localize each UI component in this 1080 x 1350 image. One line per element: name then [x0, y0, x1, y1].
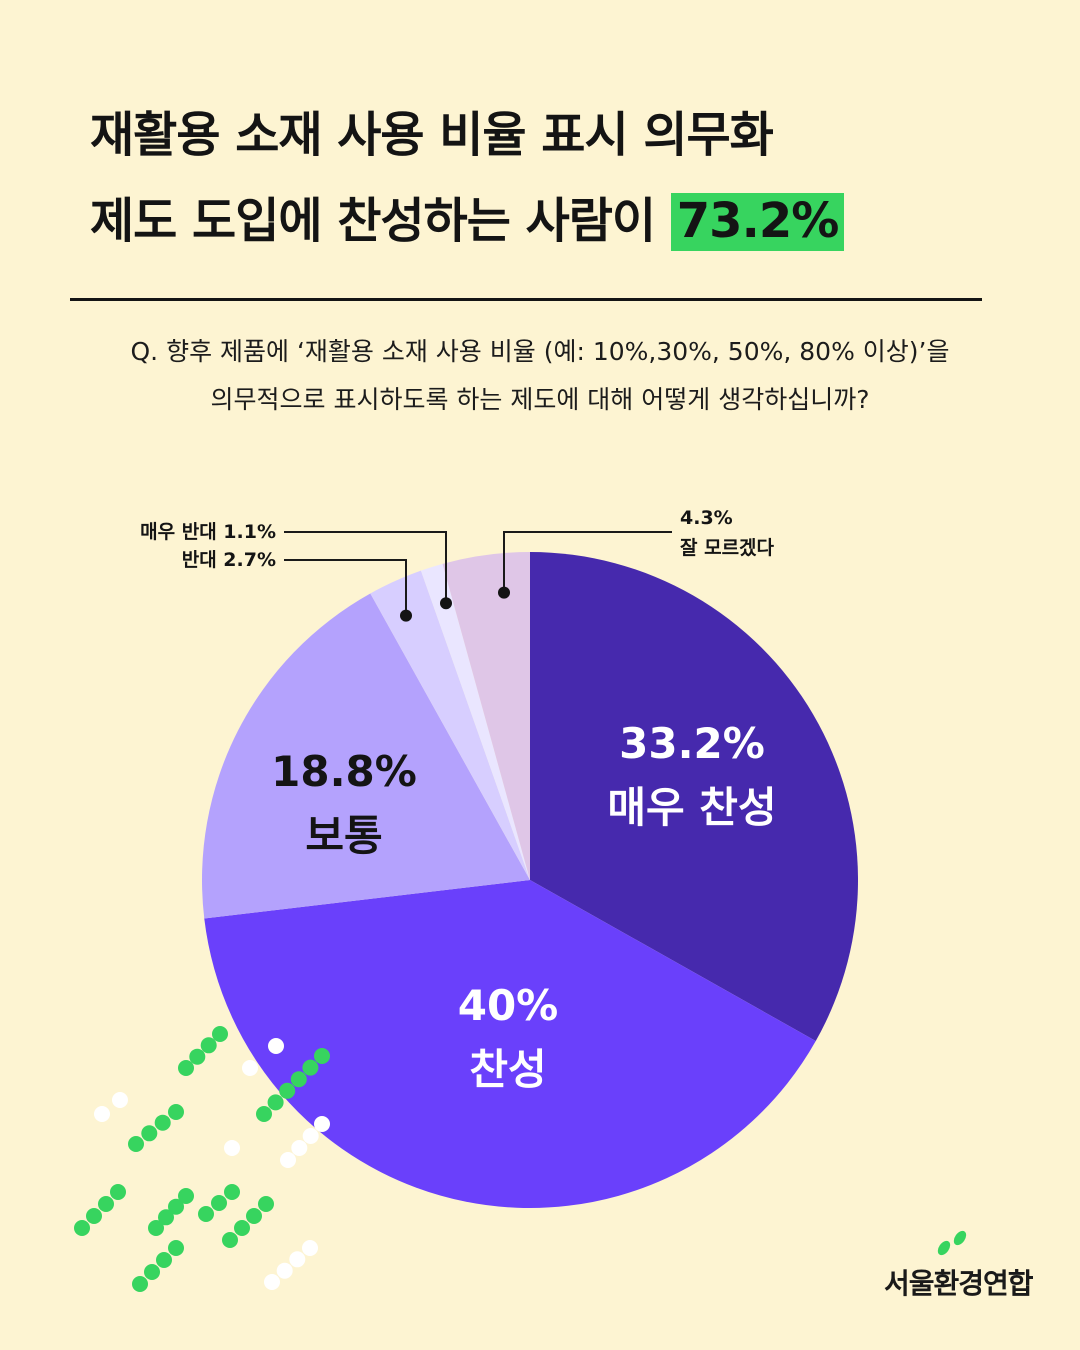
question-line-2: 의무적으로 표시하도록 하는 제도에 대해 어떻게 생각하십니까? — [210, 385, 870, 414]
survey-question: Q. 향후 제품에 ‘재활용 소재 사용 비율 (예: 10%,30%, 50%… — [20, 328, 1060, 424]
logo-text: 서울환경연합 — [884, 1267, 1034, 1300]
decor-dot — [168, 1240, 184, 1256]
pie-slice-3 — [370, 570, 530, 880]
pie-slice-2 — [202, 593, 530, 919]
divider — [70, 298, 982, 301]
decor-dot — [314, 1048, 330, 1064]
slice-label-0: 33.2% 매우 찬성 — [607, 719, 776, 832]
headline-line-2: 제도 도입에 찬성하는 사람이 73.2% — [90, 178, 990, 264]
decor-dot — [144, 1264, 160, 1280]
decor-dot — [132, 1276, 148, 1292]
callout-line-4 — [284, 531, 447, 604]
decor-dot — [314, 1116, 330, 1132]
decor-dot — [168, 1198, 184, 1215]
leaf-logo-icon — [937, 1230, 967, 1256]
decor-dot — [141, 1125, 158, 1142]
decor-dot — [158, 1209, 174, 1226]
slice-label-2: 18.8% 보통 — [271, 747, 417, 860]
decor-dot — [86, 1208, 102, 1224]
decor-dot — [178, 1060, 194, 1076]
decor-dot — [178, 1188, 194, 1204]
headline-line-1: 재활용 소재 사용 비율 표시 의무화 — [90, 107, 774, 163]
decor-dot — [256, 1106, 272, 1122]
decor-dot — [110, 1184, 126, 1200]
headline-line-2-text: 제도 도입에 찬성하는 사람이 — [90, 193, 656, 249]
decor-dot — [156, 1252, 172, 1268]
dot-pattern-decoration — [74, 1026, 330, 1292]
decor-dot — [279, 1082, 296, 1099]
decor-dot — [258, 1196, 274, 1212]
decor-dot — [168, 1104, 184, 1120]
decor-dot — [242, 1060, 258, 1076]
decor-dot — [98, 1196, 114, 1212]
pie-slice-4 — [420, 563, 530, 880]
decor-dot — [189, 1048, 206, 1065]
decor-dot — [154, 1114, 171, 1131]
callout-dot-4 — [440, 597, 452, 610]
decor-dot — [290, 1071, 307, 1088]
decor-dot — [276, 1262, 293, 1279]
decor-dot — [198, 1206, 214, 1222]
pie-slice-0 — [530, 552, 859, 1042]
decor-dot — [302, 1240, 318, 1256]
decor-dot — [74, 1220, 90, 1236]
pie-slices — [202, 552, 859, 1209]
decor-dot — [291, 1140, 308, 1156]
callout-label-3: 반대 2.7% — [182, 549, 276, 571]
decor-dot — [289, 1251, 306, 1268]
callout-label-4: 매우 반대 1.1% — [140, 521, 276, 543]
decor-dot — [224, 1184, 240, 1200]
pie-slice-5 — [442, 552, 530, 880]
decor-dot — [280, 1152, 296, 1168]
decor-dot — [246, 1208, 262, 1224]
callout-line-3 — [284, 559, 407, 616]
callout-line-5 — [503, 531, 672, 593]
decor-dot — [212, 1026, 228, 1042]
decor-dot — [234, 1220, 250, 1236]
decor-dot — [222, 1232, 238, 1248]
pie-inside-labels: 33.2% 매우 찬성 40% 찬성 18.8% 보통 — [271, 719, 776, 1094]
decor-dot — [128, 1136, 144, 1152]
decor-dot — [94, 1106, 110, 1122]
headline-highlight: 73.2% — [670, 193, 845, 251]
callout-dot-5 — [498, 586, 510, 599]
decor-dot — [200, 1037, 217, 1054]
slice-label-1: 40% 찬성 — [458, 981, 559, 1094]
decor-dot — [268, 1038, 284, 1054]
decor-dot — [267, 1094, 284, 1111]
decor-dot — [148, 1220, 164, 1236]
headline: 재활용 소재 사용 비율 표시 의무화 제도 도입에 찬성하는 사람이 73.2… — [90, 92, 990, 264]
pie-slice-1 — [204, 880, 816, 1209]
decor-dot — [224, 1140, 240, 1156]
decor-dot — [112, 1092, 128, 1108]
callout-dot-3 — [400, 609, 412, 622]
callout-label-5: 4.3% 잘 모르겠다 — [680, 507, 775, 559]
decor-dot — [211, 1195, 227, 1211]
pie-callouts: 매우 반대 1.1% 반대 2.7% 4.3% 잘 모르겠다 — [140, 507, 775, 622]
question-line-1: Q. 향후 제품에 ‘재활용 소재 사용 비율 (예: 10%,30%, 50%… — [130, 337, 950, 366]
decor-dot — [264, 1274, 280, 1290]
decor-dot — [302, 1059, 319, 1076]
decor-dot — [302, 1128, 319, 1144]
